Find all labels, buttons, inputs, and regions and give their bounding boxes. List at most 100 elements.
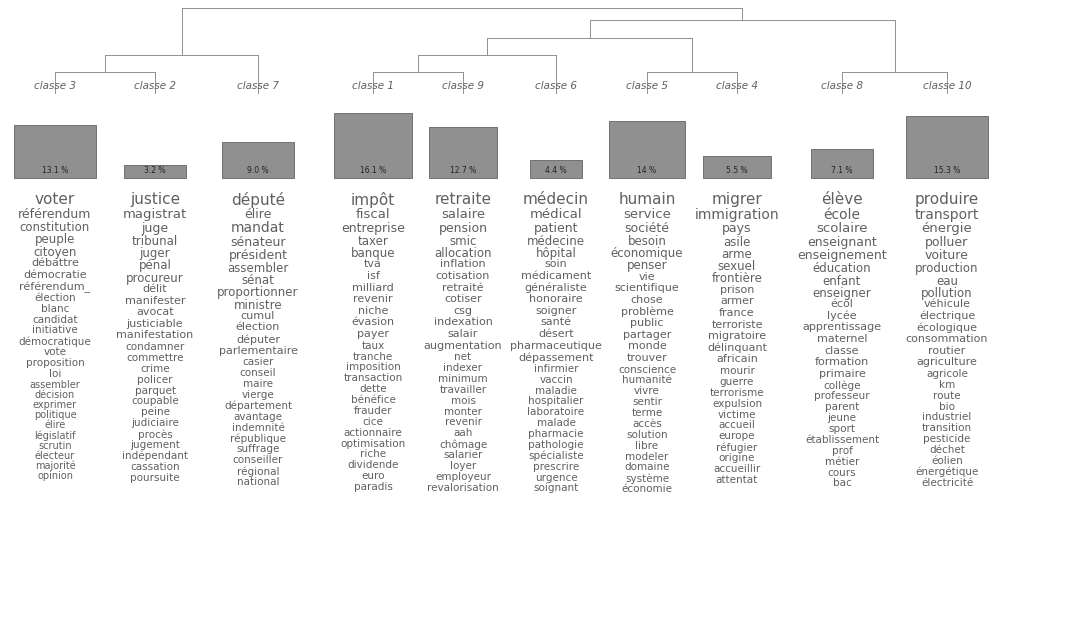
Text: démocratique: démocratique (18, 336, 91, 347)
Text: humain: humain (618, 192, 676, 207)
Text: pays: pays (723, 222, 752, 236)
Text: enseignant: enseignant (807, 236, 877, 249)
Text: milliard: milliard (353, 282, 394, 293)
Text: assembler: assembler (29, 380, 80, 390)
Text: classe: classe (825, 345, 859, 356)
Text: route: route (933, 390, 961, 401)
Text: dividende: dividende (347, 460, 398, 470)
Text: classe 5: classe 5 (626, 81, 668, 91)
Text: maternel: maternel (817, 334, 867, 344)
Text: besoin: besoin (627, 235, 666, 248)
Text: justiciable: justiciable (127, 319, 183, 329)
Text: pension: pension (438, 221, 487, 235)
Text: assembler: assembler (228, 261, 289, 275)
Text: paradis: paradis (354, 482, 393, 492)
Text: actionnaire: actionnaire (344, 428, 403, 438)
Text: hospitalier: hospitalier (528, 397, 584, 406)
Bar (124, 165, 186, 178)
Text: classe 9: classe 9 (442, 81, 484, 91)
Text: dépassement: dépassement (519, 352, 593, 363)
Text: retraite: retraite (434, 192, 492, 207)
Text: enseignement: enseignement (797, 249, 886, 263)
Text: employeur: employeur (435, 472, 492, 482)
Text: problème: problème (621, 306, 674, 317)
Text: exprimer: exprimer (33, 400, 77, 410)
Text: système: système (625, 473, 669, 484)
Text: enseigner: enseigner (813, 287, 871, 300)
Text: 12.7 %: 12.7 % (450, 166, 476, 175)
Text: mois: mois (450, 395, 475, 406)
Text: éolien: éolien (931, 456, 962, 466)
Text: expulsion: expulsion (712, 399, 762, 408)
Text: accès: accès (633, 419, 662, 429)
Text: évasion: évasion (352, 317, 395, 327)
Text: accueillir: accueillir (713, 464, 761, 474)
Text: proposition: proposition (26, 358, 85, 368)
Text: minimum: minimum (438, 374, 488, 384)
Text: spécialiste: spécialiste (528, 451, 584, 462)
Text: malade: malade (537, 418, 575, 428)
Text: professeur: professeur (814, 392, 870, 401)
Text: soignant: soignant (534, 483, 578, 494)
Text: patient: patient (534, 221, 578, 235)
Bar (14, 125, 95, 178)
Text: europe: europe (718, 431, 755, 441)
Text: parent: parent (825, 403, 859, 412)
Text: transport: transport (915, 208, 979, 222)
Text: monter: monter (444, 406, 482, 417)
Text: casier: casier (242, 358, 273, 367)
Text: salarier: salarier (444, 450, 483, 460)
Text: service: service (623, 208, 671, 221)
Text: csg: csg (454, 306, 472, 316)
Bar (703, 156, 771, 178)
Text: république: république (230, 433, 286, 444)
Text: référendum_: référendum_ (20, 281, 91, 293)
Text: consommation: consommation (906, 334, 988, 344)
Text: candidat: candidat (33, 315, 78, 324)
Text: trouver: trouver (627, 353, 667, 363)
Text: terme: terme (631, 408, 663, 418)
Text: niche: niche (358, 306, 388, 316)
Text: 14 %: 14 % (638, 166, 656, 175)
Text: classe 2: classe 2 (135, 81, 176, 91)
Text: juger: juger (140, 247, 170, 260)
Text: généraliste: généraliste (525, 282, 587, 293)
Text: pollution: pollution (921, 287, 973, 300)
Text: solution: solution (626, 429, 667, 440)
Text: politique: politique (34, 410, 76, 421)
Text: peine: peine (140, 407, 169, 417)
Text: conseiller: conseiller (233, 455, 283, 465)
Text: sénat: sénat (242, 274, 275, 287)
Text: écologique: écologique (917, 322, 978, 333)
Text: mourir: mourir (719, 366, 754, 376)
Text: infirmier: infirmier (534, 364, 578, 374)
Text: électeur: électeur (35, 451, 75, 461)
Text: cice: cice (362, 417, 383, 427)
Text: jeune: jeune (828, 413, 856, 423)
Text: taux: taux (361, 341, 384, 351)
Text: voiture: voiture (926, 249, 969, 263)
Text: sport: sport (829, 424, 855, 434)
Text: salaire: salaire (441, 208, 485, 221)
Text: vaccin: vaccin (539, 375, 573, 385)
Text: africain: africain (716, 354, 758, 365)
Bar (609, 121, 685, 178)
Text: indépendant: indépendant (122, 451, 188, 462)
Text: collège: collège (824, 381, 860, 391)
Text: chômage: chômage (438, 439, 487, 450)
Text: maire: maire (243, 379, 273, 389)
Text: polluer: polluer (926, 236, 969, 249)
Text: revenir: revenir (445, 417, 482, 428)
Text: scientifique: scientifique (614, 283, 679, 293)
Text: public: public (630, 318, 664, 328)
Text: isf: isf (367, 271, 380, 281)
Text: peuple: peuple (35, 233, 75, 247)
Text: 13.1 %: 13.1 % (42, 166, 68, 175)
Text: procureur: procureur (126, 272, 183, 285)
Text: national: national (237, 477, 279, 487)
Text: désert: désert (538, 329, 574, 339)
Text: loi: loi (49, 369, 61, 379)
Text: 9.0 %: 9.0 % (247, 166, 269, 175)
Text: humanité: humanité (622, 376, 672, 385)
Text: régional: régional (237, 466, 279, 476)
